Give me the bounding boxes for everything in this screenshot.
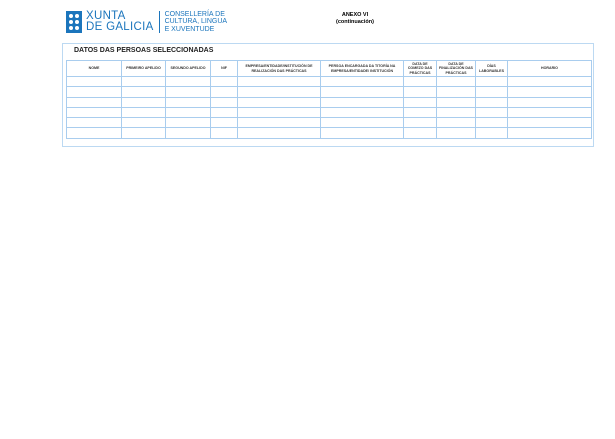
table-cell[interactable] — [436, 117, 476, 129]
table-cell[interactable] — [403, 117, 437, 129]
table-cell[interactable] — [210, 86, 238, 98]
table-cell[interactable] — [121, 106, 166, 119]
table-cell[interactable] — [320, 106, 404, 119]
table-cell[interactable] — [121, 75, 166, 88]
table-header-row: NOME PRIMEIRO APELIDO SEGUNDO APELIDO NIF EM… — [66, 60, 592, 77]
section-title: DATOS DAS PERSOAS SELECCIONADAS — [74, 47, 214, 54]
table-cell[interactable] — [475, 96, 508, 108]
column-header: DATA DE FINALIZACIÓN DAS PRÁCTICAS — [436, 60, 476, 77]
table-cell[interactable] — [237, 127, 321, 139]
table-cell[interactable] — [121, 117, 166, 129]
table-cell[interactable] — [507, 117, 592, 129]
table-cell[interactable] — [210, 96, 238, 108]
table-cell[interactable] — [237, 106, 321, 119]
table-cell[interactable] — [403, 106, 437, 119]
table-row — [66, 106, 592, 119]
table-cell[interactable] — [121, 127, 166, 139]
table-cell[interactable] — [165, 127, 211, 139]
table-cell[interactable] — [66, 106, 122, 119]
persons-table: NOME PRIMEIRO APELIDO SEGUNDO APELIDO NIF EM… — [66, 60, 592, 139]
table-cell[interactable] — [403, 86, 437, 98]
table-cell[interactable] — [475, 117, 508, 129]
table-cell[interactable] — [237, 96, 321, 108]
annex-title: ANEXO VI — [341, 12, 369, 18]
table-cell[interactable] — [403, 127, 437, 139]
table-cell[interactable] — [475, 75, 508, 88]
table-cell[interactable] — [507, 127, 592, 139]
department-line: CONSELLERÍA DE — [164, 11, 225, 18]
table-cell[interactable] — [320, 127, 404, 139]
table-cell[interactable] — [165, 86, 211, 98]
table-cell[interactable] — [507, 96, 592, 108]
table-cell[interactable] — [66, 117, 122, 129]
column-header: PERSOA ENCARGADA DA TITORÍA NA EMPRESA/E… — [320, 60, 404, 77]
table-cell[interactable] — [436, 127, 476, 139]
table-cell[interactable] — [165, 96, 211, 108]
logo-line2: DE GALICIA — [86, 21, 154, 34]
table-cell[interactable] — [165, 75, 211, 88]
table-row — [66, 117, 592, 129]
column-header: PRIMEIRO APELIDO — [121, 60, 166, 77]
table-cell[interactable] — [475, 86, 508, 98]
xunta-logo: XUNTA DE GALICIA CONSELLERÍA DE CULTURA,… — [66, 10, 228, 34]
column-header: DÍAS LABORABLES — [475, 60, 508, 77]
table-cell[interactable] — [165, 106, 211, 119]
table-cell[interactable] — [237, 117, 321, 129]
table-cell[interactable] — [66, 75, 122, 88]
table-row — [66, 127, 592, 139]
table-row — [66, 96, 592, 108]
table-cell[interactable] — [121, 96, 166, 108]
table-cell[interactable] — [436, 75, 476, 88]
column-header: HORARIO — [507, 60, 592, 77]
annex-subtitle: (continuación) — [336, 19, 374, 25]
table-cell[interactable] — [475, 127, 508, 139]
table-cell[interactable] — [210, 75, 238, 88]
table-cell[interactable] — [507, 75, 592, 88]
table-cell[interactable] — [320, 75, 404, 88]
table-cell[interactable] — [66, 86, 122, 98]
table-cell[interactable] — [165, 117, 211, 129]
table-cell[interactable] — [66, 96, 122, 108]
column-header: NIF — [210, 60, 238, 77]
table-cell[interactable] — [320, 117, 404, 129]
column-header: DATA DE COMEZO DAS PRÁCTICAS — [403, 60, 437, 77]
table-cell[interactable] — [436, 96, 476, 108]
department-line: CULTURA, LINGUA — [164, 18, 228, 26]
table-cell[interactable] — [320, 96, 404, 108]
column-header: EMPRESA/ENTIDADE/INSTITUCIÓN DE REALIZAC… — [237, 60, 321, 77]
table-row — [66, 86, 592, 98]
table-cell[interactable] — [507, 106, 592, 119]
department-name: CONSELLERÍA DE CULTURA, LINGUA E XUVENTU… — [165, 11, 228, 33]
logo-line1: XUNTA — [86, 10, 126, 23]
table-cell[interactable] — [237, 86, 321, 98]
table-cell[interactable] — [475, 106, 508, 119]
table-cell[interactable] — [403, 96, 437, 108]
department-line: E XUVENTUDE — [164, 25, 215, 33]
table-cell[interactable] — [237, 75, 321, 88]
galicia-shield-icon — [66, 11, 82, 34]
table-cell[interactable] — [210, 117, 238, 129]
table-cell[interactable] — [121, 86, 166, 98]
column-header: SEGUNDO APELIDO — [165, 60, 211, 77]
table-cell[interactable] — [210, 127, 238, 139]
table-row — [66, 75, 592, 88]
logo-text: XUNTA DE GALICIA — [86, 10, 154, 34]
table-cell[interactable] — [436, 106, 476, 119]
table-cell[interactable] — [320, 86, 404, 98]
table-cell[interactable] — [436, 86, 476, 98]
table-cell[interactable] — [403, 75, 437, 88]
table-cell[interactable] — [507, 86, 592, 98]
annex-heading: ANEXO VI (continuación) — [320, 12, 390, 26]
logo-divider — [158, 11, 160, 34]
selected-persons-section: DATOS DAS PERSOAS SELECCIONADAS NOME PRIM… — [62, 43, 594, 147]
column-header: NOME — [66, 60, 122, 77]
table-cell[interactable] — [66, 127, 122, 139]
table-cell[interactable] — [210, 106, 238, 119]
